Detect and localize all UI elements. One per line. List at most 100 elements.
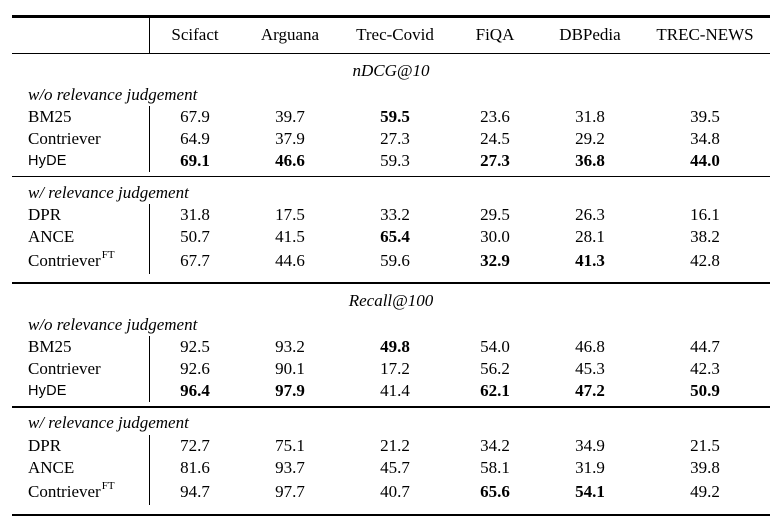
value-cell: 93.7	[275, 457, 305, 477]
group-label: w/ relevance judgement	[28, 413, 189, 433]
value-cell: 67.9	[180, 106, 210, 126]
value-cell: 65.6	[480, 481, 510, 501]
value-cell: 28.1	[575, 227, 605, 247]
metric-title: nDCG@10	[352, 60, 430, 80]
value-cell: 37.9	[275, 128, 305, 148]
table-row: Contriever 92.6 90.1 17.2 56.2 45.3 42.3	[12, 358, 770, 381]
value-cell: 23.6	[480, 106, 510, 126]
value-cell: 31.9	[575, 457, 605, 477]
model-name: Contriever	[28, 251, 101, 271]
row-label-cell: DPR	[12, 204, 150, 227]
value-cell: 59.3	[380, 150, 410, 170]
group-label: w/o relevance judgement	[28, 315, 198, 335]
metric-title-row: nDCG@10	[12, 54, 770, 84]
value-cell: 46.8	[575, 337, 605, 357]
value-cell: 62.1	[480, 381, 510, 401]
value-cell: 34.8	[690, 128, 720, 148]
value-cell: 49.2	[690, 481, 720, 501]
value-cell: 36.8	[575, 150, 605, 170]
row-label-cell: ANCE	[12, 226, 150, 249]
column-header-fiqa: FiQA	[475, 25, 515, 44]
value-cell: 39.7	[275, 106, 305, 126]
value-cell: 59.6	[380, 251, 410, 271]
value-cell: 90.1	[275, 359, 305, 379]
value-cell: 33.2	[380, 205, 410, 225]
model-name: ANCE	[28, 457, 75, 477]
table-row: BM25 67.9 39.7 59.5 23.6 31.8 39.5	[12, 105, 770, 128]
value-cell: 16.1	[690, 205, 720, 225]
group-separator-rule	[12, 175, 770, 178]
value-cell: 81.6	[180, 457, 210, 477]
value-cell: 92.5	[180, 337, 210, 357]
value-cell: 21.2	[380, 435, 410, 455]
column-header-dbpedia: DBPedia	[559, 25, 621, 44]
value-cell: 75.1	[275, 435, 305, 455]
table-header-row: Scifact Arguana Trec-Covid FiQA DBPedia …	[12, 17, 770, 53]
value-cell: 39.5	[690, 106, 720, 126]
value-cell: 39.8	[690, 457, 720, 477]
value-cell: 64.9	[180, 128, 210, 148]
value-cell: 47.2	[575, 381, 605, 401]
group-label: w/o relevance judgement	[28, 84, 198, 104]
value-cell: 46.6	[275, 150, 305, 170]
value-cell: 27.3	[380, 128, 410, 148]
value-cell: 41.4	[380, 381, 410, 401]
value-cell: 56.2	[480, 359, 510, 379]
value-cell: 45.3	[575, 359, 605, 379]
metric-title: Recall@100	[348, 291, 434, 311]
group-label-row: w/o relevance judgement	[12, 84, 770, 106]
results-table: Scifact Arguana Trec-Covid FiQA DBPedia …	[12, 15, 770, 517]
model-superscript: FT	[101, 479, 115, 492]
row-label-cell: Contriever	[12, 358, 150, 381]
model-name: BM25	[28, 106, 72, 126]
value-cell: 42.3	[690, 359, 720, 379]
header-rule	[12, 52, 770, 54]
group-separator-rule	[12, 406, 770, 408]
value-cell: 50.7	[180, 227, 210, 247]
model-name: ANCE	[28, 227, 75, 247]
value-cell: 94.7	[180, 481, 210, 501]
model-name: HyDE	[28, 383, 67, 400]
value-cell: 38.2	[690, 227, 720, 247]
value-cell: 44.7	[690, 337, 720, 357]
table-row: DPR 31.8 17.5 33.2 29.5 26.3 16.1	[12, 204, 770, 227]
value-cell: 17.5	[275, 205, 305, 225]
row-label-cell: Contriever FT	[12, 248, 150, 275]
model-name: DPR	[28, 435, 62, 455]
row-label-cell: HyDE	[12, 380, 150, 403]
value-cell: 30.0	[480, 227, 510, 247]
value-cell: 58.1	[480, 457, 510, 477]
row-label-cell: BM25	[12, 336, 150, 359]
top-rule	[12, 15, 770, 18]
row-label-cell: Contriever FT	[12, 478, 150, 505]
value-cell: 72.7	[180, 435, 210, 455]
metric-title-row: Recall@100	[12, 284, 770, 314]
value-cell: 32.9	[480, 251, 510, 271]
value-cell: 49.8	[380, 337, 410, 357]
model-name: DPR	[28, 205, 62, 225]
value-cell: 97.7	[275, 481, 305, 501]
table-row: Contriever FT 94.7 97.7 40.7 65.6 54.1 49.2	[12, 478, 770, 505]
group-label-row: w/o relevance judgement	[12, 314, 770, 336]
column-header-trec-news: TREC-NEWS	[656, 25, 754, 44]
model-name: Contriever	[28, 481, 101, 501]
value-cell: 34.2	[480, 435, 510, 455]
bottom-rule	[12, 513, 770, 517]
value-cell: 45.7	[380, 457, 410, 477]
group-label-row: w/ relevance judgement	[12, 177, 770, 204]
value-cell: 27.3	[480, 150, 510, 170]
value-cell: 40.7	[380, 481, 410, 501]
value-cell: 54.1	[575, 481, 605, 501]
model-name: BM25	[28, 337, 72, 357]
group-label: w/ relevance judgement	[28, 182, 189, 202]
value-cell: 97.9	[275, 381, 305, 401]
model-name: Contriever	[28, 359, 101, 379]
value-cell: 96.4	[180, 381, 210, 401]
column-header-scifact: Scifact	[171, 25, 219, 44]
value-cell: 29.5	[480, 205, 510, 225]
value-cell: 41.5	[275, 227, 305, 247]
value-cell: 17.2	[380, 359, 410, 379]
value-cell: 24.5	[480, 128, 510, 148]
row-label-cell: DPR	[12, 434, 150, 457]
table-body: nDCG@10 w/o relevance judgement BM25 67.9 39…	[12, 54, 770, 505]
